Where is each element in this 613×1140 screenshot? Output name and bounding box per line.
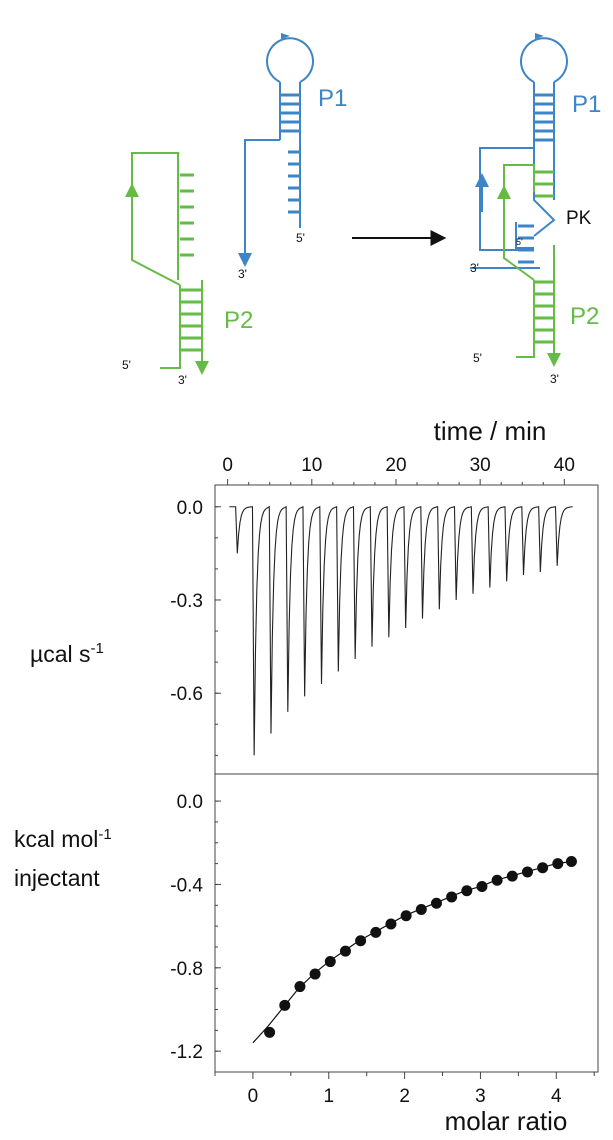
top-y-tick-label: 0.0 xyxy=(177,498,203,519)
top-x-tick-label: 10 xyxy=(301,455,322,476)
left-p2-3prime-label: 3' xyxy=(178,373,187,387)
p1-arrowhead xyxy=(281,33,290,39)
bottom-x-ticks: 0 1 2 3 4 xyxy=(214,1072,595,1107)
data-point xyxy=(355,935,367,947)
bottom-y-axis-label-line2: injectant xyxy=(14,865,100,891)
data-point xyxy=(476,881,488,893)
data-point xyxy=(415,903,427,915)
left-p1-label: P1 xyxy=(318,85,347,112)
right-p2-label: P2 xyxy=(570,303,599,330)
data-point xyxy=(537,862,549,874)
top-x-tick-label: 0 xyxy=(222,455,233,476)
p2-5prime-arm xyxy=(160,285,181,369)
top-x-tick-label: 40 xyxy=(554,455,575,476)
thermogram-trace xyxy=(229,505,573,756)
right-p1-5prime-label: 5' xyxy=(516,237,523,247)
p2-top-connector xyxy=(131,152,179,280)
bottom-x-axis-label: molar ratio xyxy=(445,1106,568,1136)
p1-3prime-tail xyxy=(238,139,280,267)
data-point xyxy=(324,956,336,968)
thermogram-line xyxy=(229,505,573,756)
p2-loop-arm xyxy=(125,183,181,286)
pk-p1-loop xyxy=(520,37,568,83)
pk-p1-arrowhead xyxy=(535,33,544,39)
left-p1-5prime-label: 5' xyxy=(296,231,305,245)
data-point xyxy=(309,968,321,980)
fit-curve-layer xyxy=(252,860,572,1044)
data-point xyxy=(264,1026,276,1038)
bottom-y-tick-label: 0.0 xyxy=(177,792,203,813)
right-pk-label: PK xyxy=(566,208,592,229)
bottom-x-tick-label: 0 xyxy=(248,1086,259,1107)
right-p1-3prime-label: 3' xyxy=(470,261,479,275)
data-point xyxy=(461,885,473,897)
pk-p1-crossing xyxy=(533,148,556,237)
p1-hairpin xyxy=(238,33,314,267)
data-points-layer xyxy=(264,856,577,1038)
p1-basepairs xyxy=(281,93,300,214)
pk-p1-basepairs xyxy=(518,93,554,264)
pk-p2-5prime-arm xyxy=(516,280,535,358)
pk-p1-strand xyxy=(470,33,568,269)
data-point xyxy=(446,891,458,903)
data-point xyxy=(370,926,382,938)
top-y-axis-label: µcal s-1 xyxy=(30,640,104,667)
data-point xyxy=(565,856,577,868)
data-point xyxy=(385,918,397,930)
top-y-tick-label: -0.6 xyxy=(170,684,203,705)
data-point xyxy=(339,945,351,957)
data-point xyxy=(552,858,564,870)
bottom-y-ticks: 0.0 -0.4 -0.8 -1.2 xyxy=(170,792,221,1073)
bottom-y-tick-label: -0.8 xyxy=(170,959,203,980)
itc-chart: time / min µcal s-1 0 10 20 30 40 0.0-0.3-0.… xyxy=(14,416,599,1136)
data-point xyxy=(521,866,533,878)
pk-p1-3prime-arm xyxy=(479,147,534,251)
top-y-ticks: 0.0 -0.3 -0.6 xyxy=(170,498,221,756)
right-diagram: P1 PK P2 5' 3' 5' 3' xyxy=(470,33,601,386)
p2-strand xyxy=(125,152,209,375)
top-x-tick-label: 30 xyxy=(470,455,491,476)
bottom-x-tick-label: 4 xyxy=(551,1086,562,1107)
data-point xyxy=(491,874,503,886)
bottom-x-tick-label: 1 xyxy=(323,1086,334,1107)
pk-p2-basepairs xyxy=(535,170,554,344)
left-diagram: P1 5' 3' P2 5' 3' xyxy=(122,33,347,387)
p1-loop xyxy=(266,37,314,83)
right-p2-5prime-label: 5' xyxy=(473,351,482,365)
p2-single-strand-ticks xyxy=(180,173,194,257)
data-point xyxy=(294,981,306,993)
left-p2-5prime-label: 5' xyxy=(122,358,131,372)
top-x-ticks: 0 10 20 30 40 xyxy=(222,455,575,485)
chart-frame xyxy=(214,484,599,1073)
pk-p2-loop-arm xyxy=(497,185,535,281)
left-p2-label: P2 xyxy=(224,307,253,334)
top-x-axis-label: time / min xyxy=(434,416,547,446)
bottom-x-tick-label: 3 xyxy=(475,1086,486,1107)
data-point xyxy=(400,910,412,922)
bottom-y-tick-label: -1.2 xyxy=(170,1042,203,1063)
left-p1-3prime-label: 3' xyxy=(238,267,247,281)
right-p2-3prime-label: 3' xyxy=(550,372,559,386)
top-y-tick-label: -0.3 xyxy=(170,591,203,612)
data-point xyxy=(430,897,442,909)
p2-basepairs xyxy=(180,288,202,352)
data-point xyxy=(279,999,291,1011)
pk-p2-top xyxy=(503,164,535,200)
bottom-y-tick-label: -0.4 xyxy=(170,875,203,896)
fit-curve xyxy=(252,860,572,1044)
bottom-y-axis-label-line1: kcal mol-1 xyxy=(14,826,112,852)
right-p1-label: P1 xyxy=(572,91,601,118)
top-x-tick-label: 20 xyxy=(385,455,406,476)
pk-p1-5prime-tail xyxy=(515,222,534,249)
bottom-x-tick-label: 2 xyxy=(399,1086,410,1107)
data-point xyxy=(506,870,518,882)
